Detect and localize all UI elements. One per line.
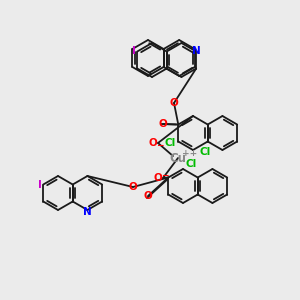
Text: I: I	[132, 46, 136, 56]
Text: O: O	[159, 119, 167, 129]
Text: N: N	[83, 207, 92, 217]
Text: O: O	[148, 138, 158, 148]
Text: O: O	[169, 98, 178, 108]
Text: −: −	[161, 170, 169, 179]
Text: Cl: Cl	[185, 159, 197, 169]
Text: O: O	[144, 191, 152, 201]
Text: I: I	[38, 179, 42, 190]
Text: ++: ++	[182, 148, 198, 158]
Text: Cl: Cl	[165, 139, 176, 148]
Text: Cl: Cl	[200, 147, 211, 157]
Text: O: O	[154, 173, 162, 183]
Text: O: O	[129, 182, 137, 192]
Text: −: −	[156, 142, 164, 151]
Text: Cu: Cu	[169, 152, 187, 164]
Text: N: N	[192, 46, 200, 56]
